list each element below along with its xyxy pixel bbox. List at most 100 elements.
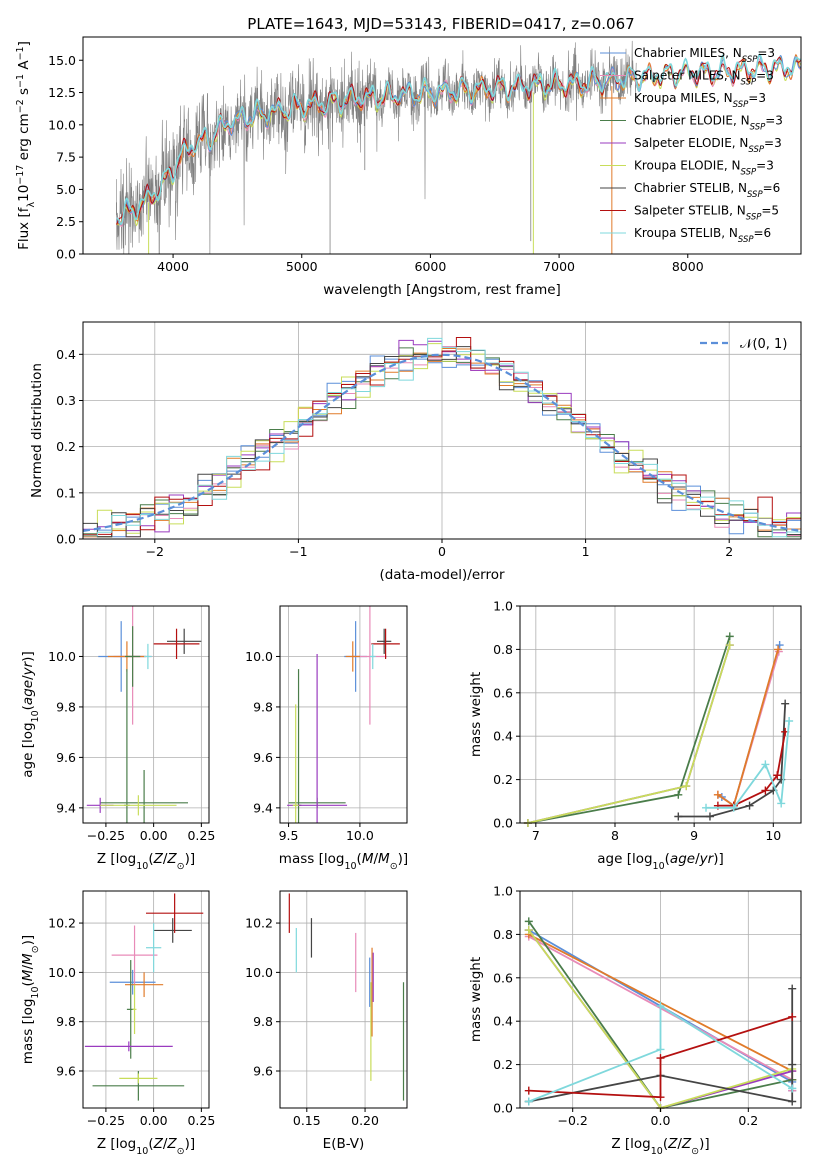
mass_vs_Z-ylabel-part: / (20, 965, 36, 970)
age_vs_Z-ylabel-part: age (20, 680, 36, 705)
age_vs_Z-ylabel-part: yr (20, 660, 36, 676)
legend-label-tail: =3 (764, 136, 782, 150)
age_vs_mass-ytick-label: 9.6 (253, 750, 273, 765)
age_vs_mass-xlabel: mass [log10(M/M⊙)] (279, 851, 408, 872)
legend-label: Salpeter MILES, NSSP=3 (634, 69, 774, 88)
weight_vs_Z-series-marker (524, 1086, 533, 1095)
weight_vs_age-series-marker (777, 799, 786, 808)
age_vs_Z-xlabel-part: )] (185, 851, 196, 867)
age_vs_Z-ylabel: age [log10(age/yr)] (20, 651, 41, 777)
legend-label-sub: SSP (750, 123, 766, 133)
mass_vs_Z-xlabel: Z [log10(Z/Z⊙)] (97, 1136, 195, 1157)
age_vs_mass-xlabel-part: mass [log (279, 851, 345, 867)
mass_vs_Z-ylabel-part: )] (20, 935, 36, 946)
weight_vs_age-xtick-label: 10 (765, 828, 781, 843)
mass_vs_Z-ylabel-part: 10 (30, 986, 41, 998)
age_vs_Z-ylabel-part: age [log (20, 722, 36, 777)
mass_vs_Z-xlabel-part: Z [log (97, 1136, 136, 1152)
legend-label-sub: SSP (748, 145, 764, 155)
residuals-gaussian (83, 353, 801, 532)
spectrum-frame: 4000 5000 6000 7000 8000 0.0 2.5 5.0 7.5 10.0 12.5… (48, 36, 802, 274)
legend-label-main: Chabrier ELODIE, N (634, 114, 750, 128)
weight_vs_Z-series-marker (788, 984, 797, 993)
age_vs_Z-ylabel-part: 10 (30, 710, 41, 722)
weight_vs_age-series-marker (674, 790, 683, 799)
weight_vs_age-series-marker (785, 717, 794, 726)
mass_vs_Z-xlabel-part: ( (148, 1136, 153, 1152)
mass_vs_Z-border (82, 890, 210, 1109)
age_vs_Z-xtick-label: −0.25 (87, 828, 125, 843)
weight_vs_Z-series-line (528, 1016, 793, 1099)
legend-label-main: Salpeter STELIB, N (634, 204, 746, 218)
residuals-xtick-label: 0 (438, 544, 446, 559)
mass_vs_ebv-ytick-label: 9.8 (253, 1014, 273, 1029)
legend-label-sub: SSP (741, 78, 757, 88)
age_vs_Z-xlabel-part: / (163, 851, 168, 867)
mass_vs_Z-ytick-label: 9.6 (56, 1064, 76, 1079)
age_vs_mass-xtick-label: 9.5 (279, 828, 299, 843)
weight_vs_age-plot (523, 632, 794, 827)
spectrum-plot (116, 40, 801, 254)
age_vs_mass-xtick-label: 10.0 (346, 828, 374, 843)
weight_vs_age-xlabel-part: )] (713, 851, 724, 867)
age_vs_Z-xtick-label: 0.00 (140, 828, 168, 843)
weight_vs_age-xtick-label: 7 (532, 828, 540, 843)
weight_vs_Z-xlabel-part: Z [log (611, 1136, 650, 1152)
mass_vs_Z-xlabel-part: Z (153, 1136, 164, 1152)
weight_vs_age-series-marker (729, 803, 738, 812)
weight_vs_age-series-marker (682, 782, 691, 791)
residuals-xtick-label: 2 (725, 544, 733, 559)
legend-label-main: Kroupa ELODIE, N (634, 159, 741, 173)
spectrum-data-line (116, 40, 637, 254)
age_vs_Z-xlabel-part: Z (166, 851, 177, 867)
weight_vs_age-series-marker (702, 803, 711, 812)
age_vs_Z-xlabel-part: Z (153, 851, 164, 867)
age_vs_mass-xlabel-part: M (362, 851, 374, 867)
weight_vs_age-xtick-label: 9 (690, 828, 698, 843)
mass_vs_ebv-xlabel: E(B-V) (323, 1136, 365, 1152)
age_vs_mass-ytick-label: 9.4 (253, 800, 273, 815)
mass_vs_Z-ylabel-part: M (20, 953, 36, 965)
mass_vs_Z-ylabel: mass [log10(M/M⊙)] (20, 935, 41, 1064)
age_vs_Z-border (82, 605, 210, 824)
age_vs_mass-frame: 9.5 10.0 9.4 9.6 9.8 10.0 (245, 605, 408, 843)
weight_vs_Z-xlabel-part: ( (663, 1136, 668, 1152)
weight_vs_Z-xlabel-part: Z (667, 1136, 678, 1152)
weight_vs_age-frame: 7 8 9 10 0.0 0.2 0.4 0.6 0.8 1.0 (493, 599, 802, 843)
age_vs_Z-ytick-label: 9.6 (56, 750, 76, 765)
residuals-xtick-label: −1 (289, 544, 307, 559)
residuals-ytick-label: 0.3 (56, 393, 76, 408)
legend-label-sub: SSP (747, 190, 763, 200)
residuals-hist-kroupa_stelib (83, 337, 801, 539)
weight_vs_Z-series-marker (524, 926, 533, 935)
residuals-legend-label: 𝒩(0, 1) (740, 337, 787, 352)
spectrum-ylabel-part: −1 (15, 74, 26, 88)
weight_vs_Z-ytick-label: 0.2 (493, 1057, 513, 1072)
legend-label-sub: SSP (742, 55, 758, 65)
age_vs_Z-xlabel-part: Z [log (97, 851, 136, 867)
legend-label: Kroupa STELIB, NSSP=6 (634, 226, 771, 245)
weight_vs_age-ytick-label: 0.8 (493, 642, 513, 657)
weight_vs_Z-xlabel-part: )] (699, 1136, 710, 1152)
weight_vs_Z-series-marker (656, 1054, 665, 1063)
spectrum-ylabel-part: 10 (16, 185, 32, 202)
age_vs_Z-ylabel-part: / (20, 675, 36, 680)
spectrum-ytick-label: 2.5 (56, 214, 76, 229)
weight_vs_Z-ytick-label: 0.8 (493, 927, 513, 942)
mass_vs_Z-xtick-label: 0.25 (187, 1113, 215, 1128)
weight_vs_Z-ytick-label: 0.0 (493, 1101, 513, 1116)
weight_vs_age-series-marker (713, 790, 722, 799)
spectrum-xlabel: wavelength [Angstrom, rest frame] (323, 282, 561, 298)
legend-label-main: Salpeter ELODIE, N (634, 136, 748, 150)
legend-label-sub: SSP (746, 213, 762, 223)
residuals-frame: −2 −1 0 1 2 0.0 0.1 0.2 0.3 0.4 (56, 321, 802, 559)
weight_vs_Z-ytick-label: 1.0 (493, 884, 513, 899)
mass_vs_Z-ytick-label: 9.8 (56, 1014, 76, 1029)
weight_vs_Z-series-marker (788, 1084, 797, 1093)
age_vs_mass-xlabel-part: )] (398, 851, 409, 867)
age_vs_mass-ytick-label: 10.0 (245, 649, 273, 664)
legend-label-tail: =3 (756, 69, 774, 83)
legend-label-tail: =5 (761, 204, 779, 218)
legend-label-tail: =3 (756, 159, 774, 173)
weight_vs_Z-series-marker (524, 917, 533, 926)
